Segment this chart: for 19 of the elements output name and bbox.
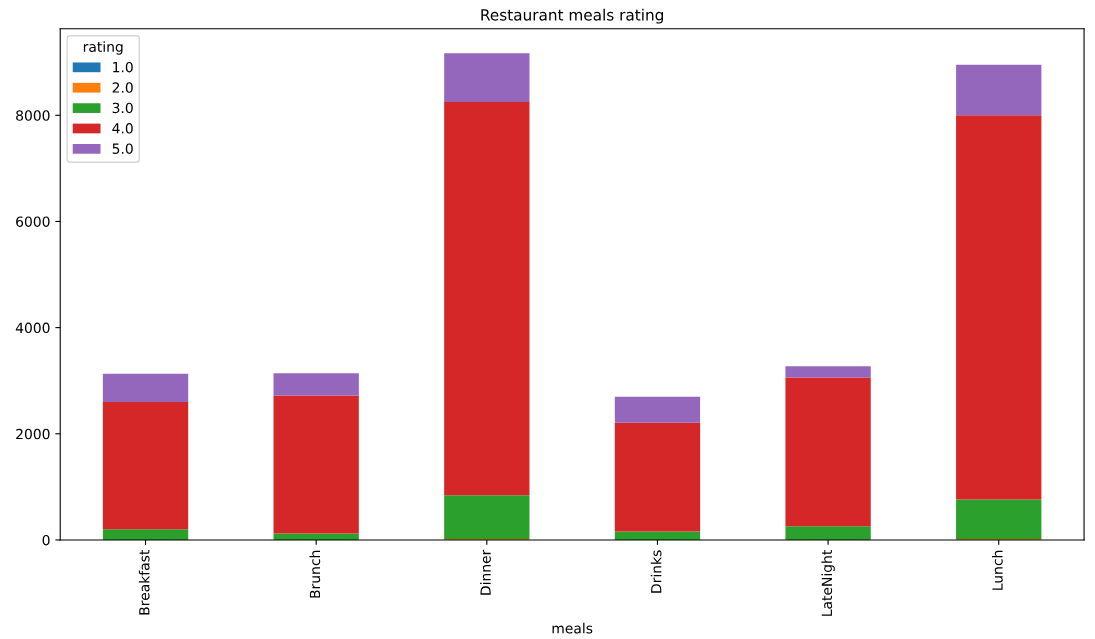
x-tick-label: LateNight	[821, 550, 835, 616]
legend-label: 1.0	[113, 61, 133, 73]
legend-label: 4.0	[112, 123, 133, 134]
chart-title: Restaurant meals rating	[481, 8, 663, 24]
legend-label: 5.0	[112, 143, 133, 154]
x-tick-label: Breakfast	[138, 550, 150, 615]
x-tick-label: Dinner	[480, 549, 491, 595]
y-tick-label: 4000	[15, 322, 50, 334]
y-tick-label: 6000	[16, 216, 50, 227]
x-axis-title: meals	[552, 622, 593, 634]
x-tick-label: Brunch	[309, 550, 321, 598]
x-tick-label: Lunch	[992, 550, 1003, 590]
legend-label: 2.0	[112, 82, 133, 93]
legend-label: 3.0	[112, 102, 133, 114]
y-tick-label: 0	[42, 534, 50, 546]
legend-title: rating	[83, 41, 123, 55]
x-tick-label: Drinks	[650, 550, 662, 593]
y-tick-label: 8000	[16, 110, 50, 121]
y-tick-label: 2000	[16, 428, 50, 440]
